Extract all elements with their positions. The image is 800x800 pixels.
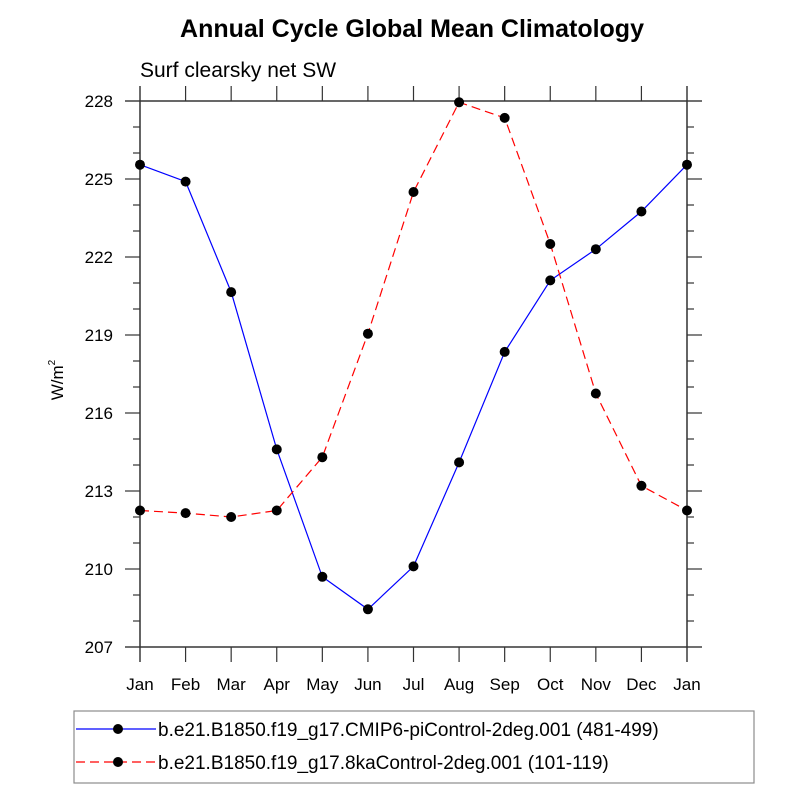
data-point-series-1 — [499, 346, 510, 357]
x-tick-label: Jan — [126, 675, 153, 694]
x-tick-label: Aug — [444, 675, 474, 694]
data-point-series-2 — [454, 97, 465, 108]
series-lines — [139, 101, 688, 611]
data-point-series-1 — [362, 604, 373, 615]
x-tick-label: Oct — [537, 675, 564, 694]
y-tick-label: 216 — [85, 404, 113, 423]
data-point-series-1 — [408, 561, 419, 572]
series-markers — [135, 97, 692, 615]
legend-marker-series-2 — [113, 757, 123, 767]
series-line-1 — [139, 164, 688, 611]
data-point-series-2 — [408, 187, 419, 197]
x-tick-label: Jun — [354, 675, 381, 694]
x-axis-tick-labels: Jan Feb Mar Apr May Jun Jul Aug Sep Oct Nov Dec Jan — [126, 675, 700, 694]
y-axis-label-superscript: 2 — [47, 359, 58, 365]
data-point-series-2 — [682, 505, 692, 516]
x-tick-label: Mar — [217, 675, 247, 694]
data-point-series-1 — [271, 444, 282, 455]
chart-subtitle: Surf clearsky net SW — [140, 59, 336, 82]
data-point-series-1 — [317, 571, 328, 582]
series-line-2 — [139, 101, 688, 518]
y-axis-ticks — [125, 100, 702, 648]
data-point-series-1 — [226, 287, 237, 298]
y-tick-label: 228 — [85, 92, 113, 111]
y-tick-label: 225 — [85, 170, 113, 189]
data-point-series-2 — [271, 505, 282, 516]
data-point-series-1 — [682, 159, 692, 170]
x-tick-label: Sep — [490, 675, 520, 694]
data-point-series-2 — [590, 388, 601, 399]
plot-frame — [125, 86, 702, 662]
y-tick-label: 222 — [85, 248, 113, 267]
data-point-series-2 — [317, 452, 328, 463]
data-point-series-1 — [180, 176, 191, 187]
data-point-series-2 — [135, 505, 145, 516]
x-tick-label: Jul — [403, 675, 425, 694]
data-point-series-1 — [454, 457, 465, 468]
x-tick-label: May — [306, 675, 339, 694]
x-tick-label: Feb — [171, 675, 200, 694]
x-tick-label: Jan — [673, 675, 700, 694]
y-tick-label: 207 — [85, 638, 113, 657]
chart-title: Annual Cycle Global Mean Climatology — [180, 15, 644, 43]
x-axis-ticks — [139, 86, 688, 662]
x-tick-label: Dec — [626, 675, 657, 694]
data-point-series-1 — [590, 244, 601, 255]
y-axis-label: W/m2 — [47, 359, 67, 400]
y-axis-label-text: W/m — [48, 365, 67, 400]
legend-label-series-1: b.e21.B1850.f19_g17.CMIP6-piControl-2deg… — [158, 720, 659, 741]
legend: b.e21.B1850.f19_g17.CMIP6-piControl-2deg… — [73, 710, 755, 784]
y-tick-label: 213 — [85, 482, 113, 501]
data-point-series-2 — [362, 328, 373, 339]
y-tick-label: 210 — [85, 560, 113, 579]
data-point-series-1 — [545, 275, 556, 286]
data-point-series-2 — [180, 508, 191, 519]
data-point-series-1 — [636, 206, 647, 217]
legend-box — [73, 710, 755, 784]
x-tick-label: Apr — [264, 675, 291, 694]
data-point-series-2 — [545, 239, 556, 249]
x-tick-label: Nov — [581, 675, 612, 694]
y-axis-tick-labels: 207 210 213 216 219 222 225 228 — [85, 92, 113, 657]
data-point-series-2 — [499, 112, 510, 123]
legend-marker-series-1 — [113, 724, 123, 734]
data-point-series-2 — [226, 512, 237, 522]
data-point-series-1 — [135, 159, 145, 170]
data-point-series-2 — [636, 480, 647, 491]
y-tick-label: 219 — [85, 326, 113, 345]
legend-label-series-2: b.e21.B1850.f19_g17.8kaControl-2deg.001 … — [158, 753, 609, 774]
